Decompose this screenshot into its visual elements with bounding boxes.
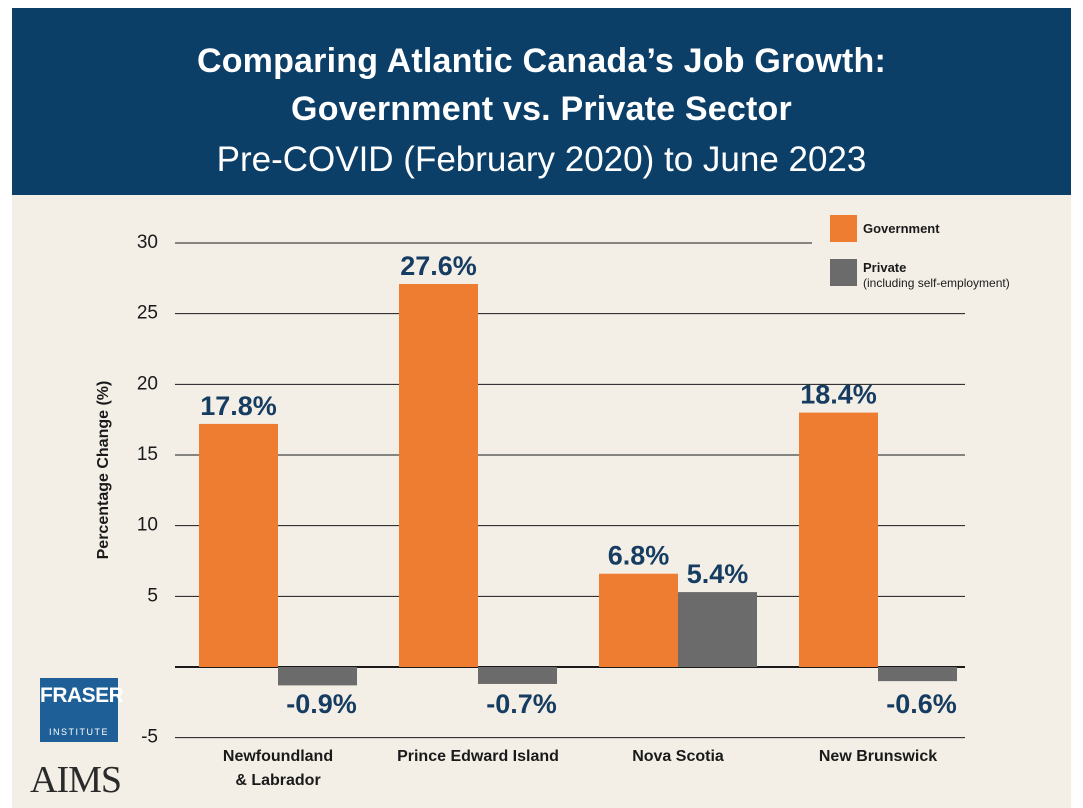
bar-private-0 — [278, 667, 357, 686]
data-label-government-1: 27.6% — [400, 251, 477, 281]
y-tick-label-5: 5 — [147, 585, 158, 606]
category-label-3-0: New Brunswick — [819, 748, 937, 765]
legend-label-government: Government — [863, 221, 940, 236]
category-label-0-0: Newfoundland — [223, 748, 333, 765]
category-label-1-0: Prince Edward Island — [397, 748, 559, 765]
fraser-institute-logo: FRASER INSTITUTE — [40, 678, 124, 742]
chart-subtitle: Pre-COVID (February 2020) to June 2023 — [216, 140, 867, 179]
chart-title-line-1: Comparing Atlantic Canada’s Job Growth: — [196, 42, 887, 80]
bar-government-1 — [399, 283, 478, 667]
fraser-logo-subtext: INSTITUTE — [49, 727, 109, 737]
legend-swatch-government — [830, 215, 857, 242]
data-label-private-2: 5.4% — [687, 559, 749, 589]
y-tick-label--5: -5 — [141, 727, 158, 748]
bar-chart: -5 5 10 15 20 25 30 Percentage Change (%) 17.8% -… — [95, 215, 1010, 789]
y-tick-label-25: 25 — [137, 303, 158, 324]
category-label-2-0: Nova Scotia — [632, 748, 724, 765]
chart-header: Comparing Atlantic Canada’s Job Growth: … — [12, 8, 1071, 195]
bar-government-0 — [199, 423, 278, 667]
data-label-government-2: 6.8% — [608, 541, 670, 571]
chart-title-line-2: Government vs. Private Sector — [291, 90, 792, 128]
data-label-government-0: 17.8% — [200, 391, 277, 421]
bar-private-2 — [678, 592, 757, 667]
bar-government-2 — [599, 573, 678, 667]
bar-private-1 — [478, 667, 557, 684]
category-label-0-1: & Labrador — [235, 772, 320, 789]
y-tick-label-15: 15 — [137, 444, 158, 465]
y-tick-label-30: 30 — [137, 232, 158, 253]
data-label-private-0: -0.9% — [286, 689, 357, 719]
data-label-government-3: 18.4% — [800, 380, 877, 410]
y-axis-label: Percentage Change (%) — [95, 381, 112, 560]
bar-private-3 — [878, 667, 957, 682]
y-tick-label-20: 20 — [137, 373, 158, 394]
aims-logo: AIMS — [30, 759, 122, 801]
chart-panel: -5 5 10 15 20 25 30 Percentage Change (%) 17.8% -… — [12, 195, 1071, 808]
legend-label-private: Private — [863, 260, 906, 275]
data-label-private-1: -0.7% — [486, 689, 557, 719]
legend-note-private: (including self-employment) — [863, 276, 1010, 290]
data-label-private-3: -0.6% — [886, 689, 957, 719]
legend-swatch-private — [830, 259, 857, 286]
fraser-logo-text: FRASER — [40, 684, 124, 707]
bar-government-3 — [799, 412, 878, 667]
y-tick-label-10: 10 — [137, 515, 158, 536]
